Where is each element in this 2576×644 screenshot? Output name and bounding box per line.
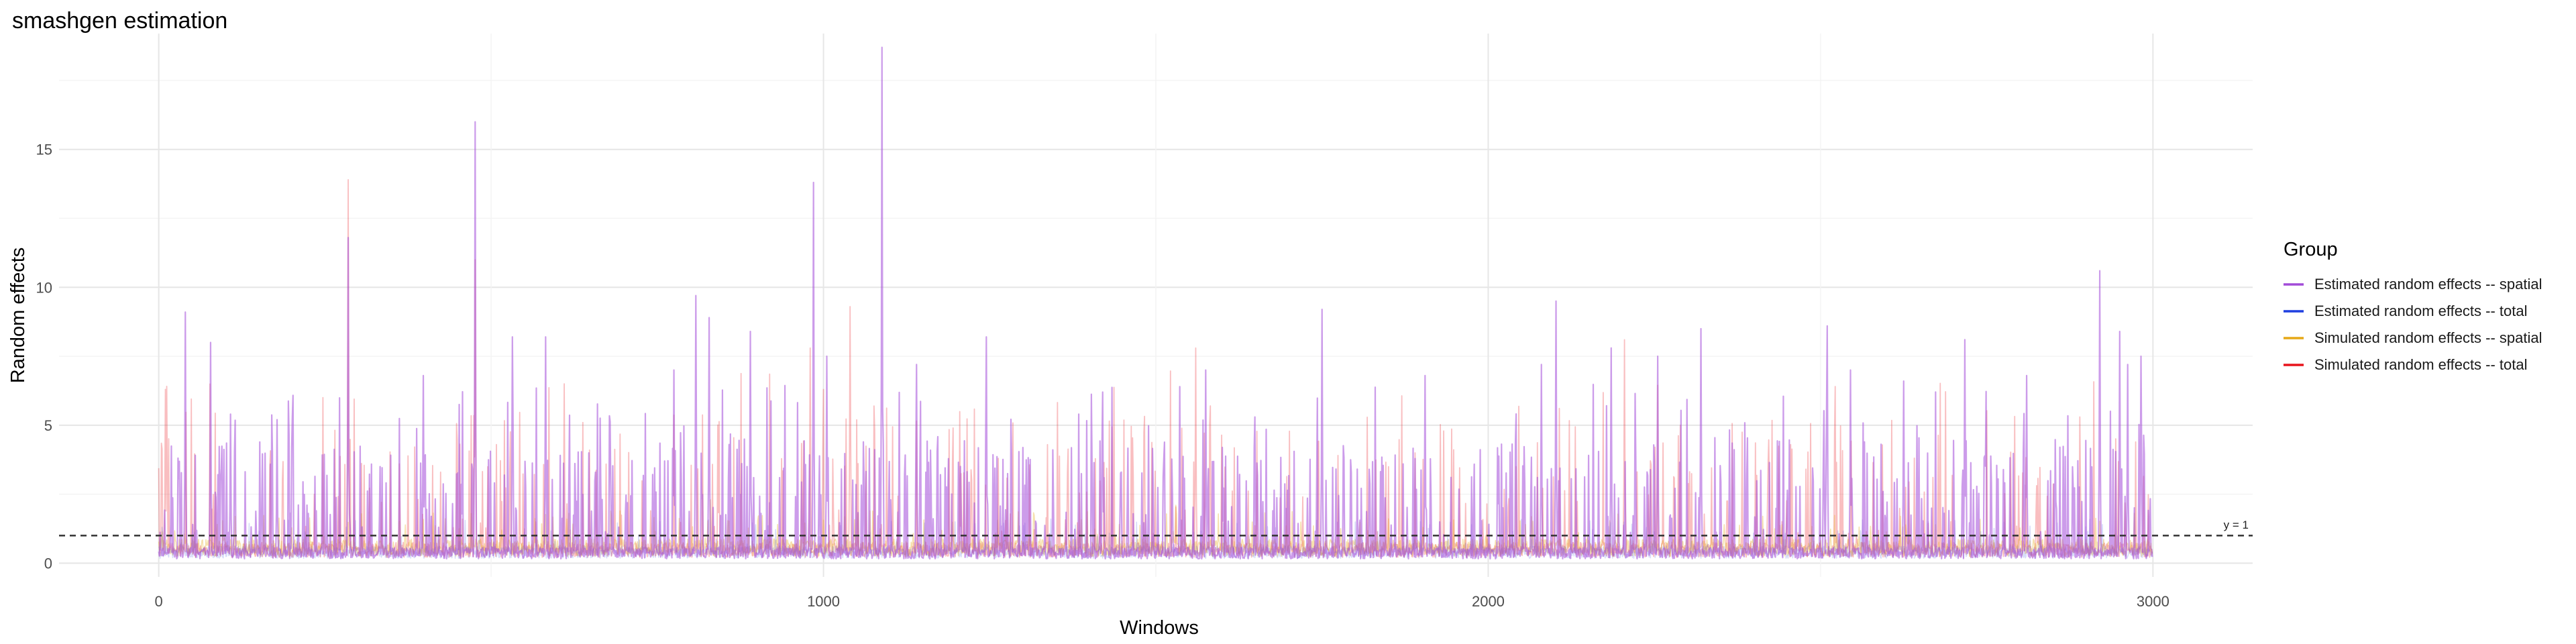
- legend-item-estimated-spatial: Estimated random effects -- spatial: [2284, 276, 2542, 292]
- y-tick-label: 0: [44, 555, 52, 572]
- axis-ticks: 0 1000 2000 3000 0 5 10 15: [36, 142, 2169, 610]
- x-tick-label: 2000: [1472, 593, 1505, 610]
- y-tick-label: 15: [36, 142, 52, 158]
- series-layer: [158, 46, 2153, 560]
- x-tick-label: 1000: [807, 593, 840, 610]
- legend-label: Estimated random effects -- total: [2314, 303, 2528, 319]
- legend-item-simulated-total: Simulated random effects -- total: [2284, 356, 2528, 373]
- legend-title: Group: [2284, 239, 2338, 260]
- legend-label: Estimated random effects -- spatial: [2314, 276, 2542, 292]
- x-axis-title: Windows: [1120, 617, 1199, 639]
- y-tick-label: 5: [44, 417, 52, 434]
- x-tick-label: 3000: [2137, 593, 2169, 610]
- y-tick-label: 10: [36, 279, 52, 296]
- legend: Group Estimated random effects -- spatia…: [2284, 239, 2542, 373]
- legend-label: Simulated random effects -- spatial: [2314, 329, 2542, 346]
- y-axis-title: Random effects: [7, 248, 29, 384]
- legend-item-estimated-total: Estimated random effects -- total: [2284, 303, 2528, 319]
- legend-item-simulated-spatial: Simulated random effects -- spatial: [2284, 329, 2542, 346]
- x-tick-label: 0: [155, 593, 163, 610]
- chart-title: smashgen estimation: [12, 8, 227, 34]
- reference-line-label: y = 1: [2224, 519, 2249, 531]
- series-estimated-spatial: [158, 46, 2153, 560]
- legend-label: Simulated random effects -- total: [2314, 356, 2528, 373]
- gridlines: [59, 34, 2253, 577]
